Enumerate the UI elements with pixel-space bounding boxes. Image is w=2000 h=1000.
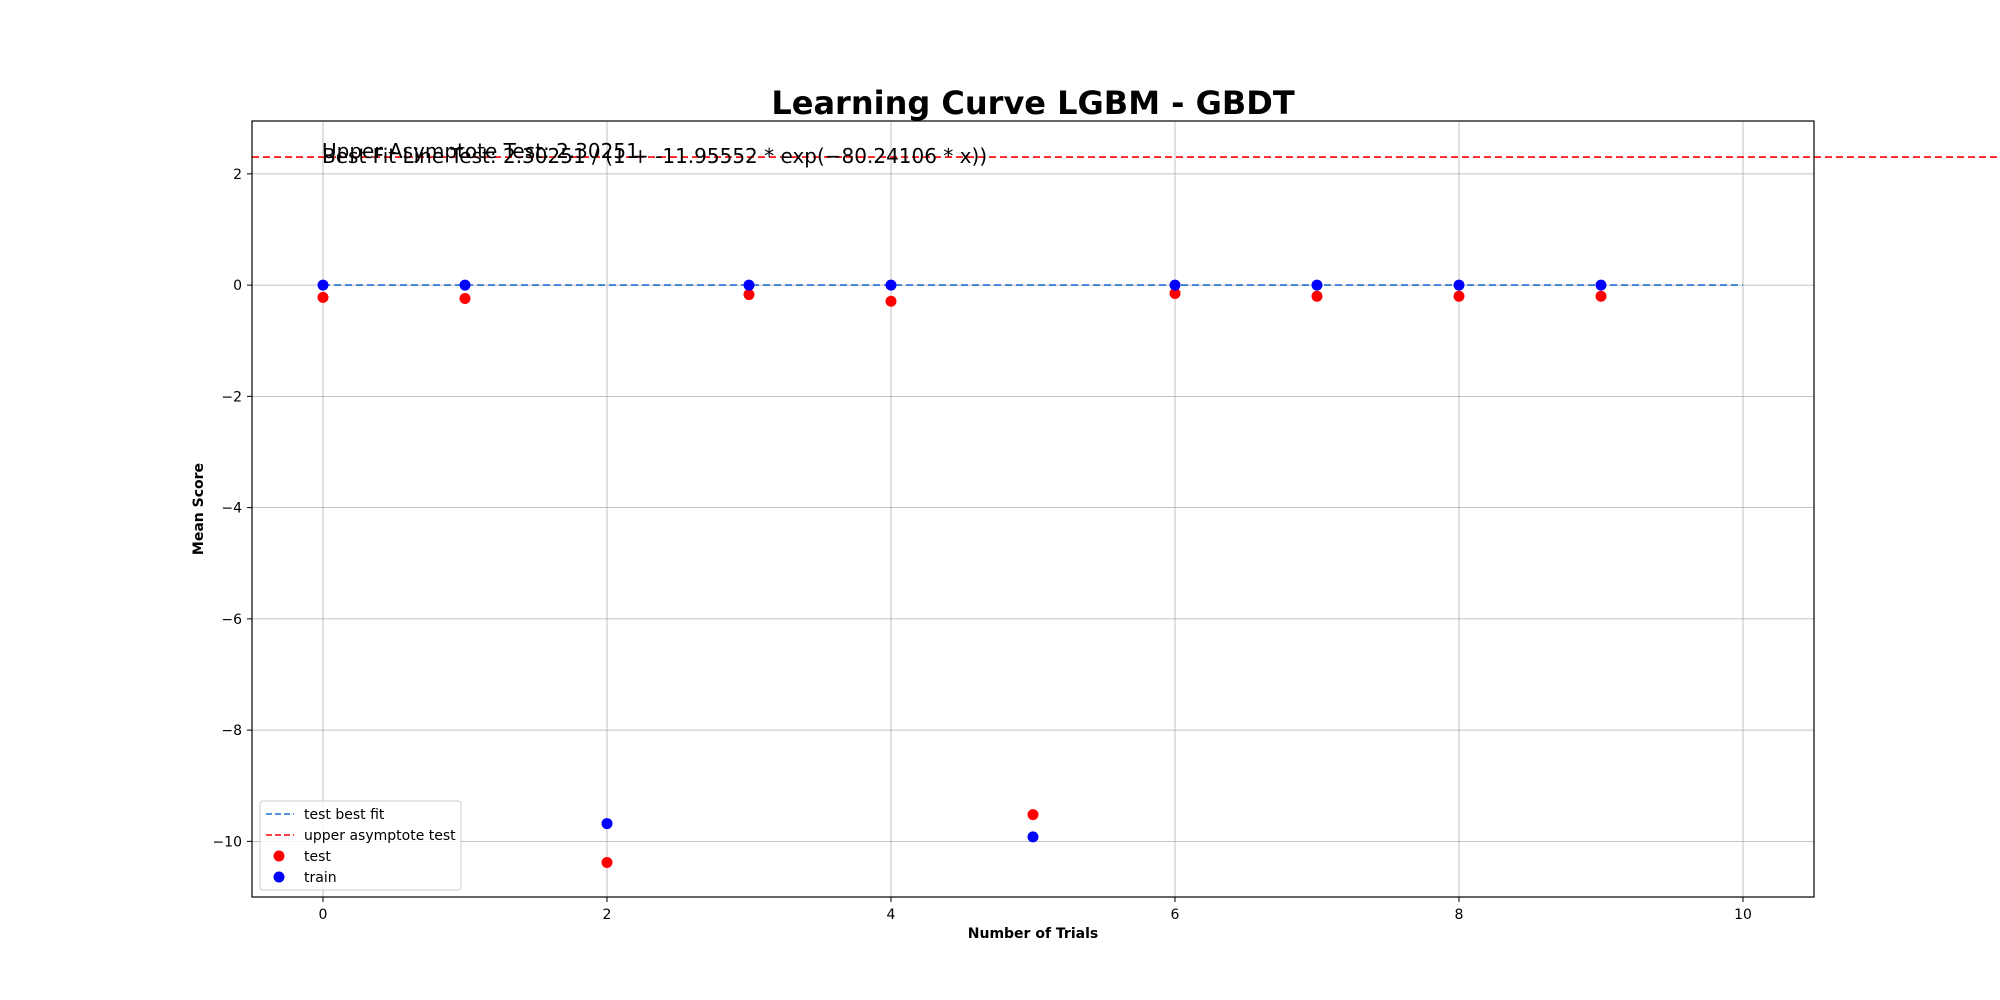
axis-ticks: 0 2 4 6 8 10 2 0 −2 −4 −6 −8 −10 [212, 167, 1751, 923]
point-train [1311, 279, 1323, 291]
y-tick-label: −6 [221, 612, 242, 628]
point-train [743, 279, 755, 291]
x-tick-label: 10 [1734, 907, 1752, 923]
y-tick-label: −10 [212, 834, 242, 850]
point-train [601, 818, 613, 830]
x-tick-label: 4 [887, 907, 896, 923]
x-axis-label: Number of Trials [968, 926, 1098, 942]
x-tick-label: 0 [319, 907, 328, 923]
y-tick-label: −4 [221, 501, 242, 517]
legend-label-test: test [304, 849, 331, 865]
point-test [459, 292, 471, 304]
point-train [459, 279, 471, 291]
point-test [1311, 290, 1323, 302]
point-train [1453, 279, 1465, 291]
point-test [317, 291, 329, 303]
legend-label-upper-asymptote-test: upper asymptote test [304, 828, 456, 844]
y-tick-label: 0 [233, 278, 242, 294]
y-tick-label: 2 [233, 167, 242, 183]
chart-title: Learning Curve LGBM - GBDT [771, 84, 1294, 122]
point-train [1595, 279, 1607, 291]
legend-swatch-test [273, 850, 285, 862]
grid [252, 121, 1814, 897]
x-tick-label: 2 [603, 907, 612, 923]
point-test [1453, 290, 1465, 302]
point-test [1169, 287, 1181, 299]
y-tick-label: −8 [221, 723, 242, 739]
legend-frame [259, 800, 462, 891]
x-tick-label: 8 [1455, 907, 1464, 923]
y-axis-label: Mean Score [191, 463, 207, 555]
legend-label-train: train [304, 870, 337, 886]
plot-frame [251, 120, 1815, 898]
annotation-best-fit: Best Fit Line Test: 2.30251 / (1 + -11.9… [322, 144, 987, 168]
legend-swatch-train [273, 871, 285, 883]
point-train [1027, 831, 1039, 843]
point-test [601, 857, 613, 869]
point-test [1027, 809, 1039, 821]
point-train [1169, 279, 1181, 291]
annotation-upper-asymptote: Upper Asymptote Test: 2.30251 [322, 139, 639, 163]
series-points [317, 279, 1607, 869]
point-test [885, 295, 897, 307]
y-tick-label: −2 [221, 389, 242, 405]
point-train [885, 279, 897, 291]
legend-label-test-best-fit: test best fit [304, 807, 385, 823]
series-lines [252, 156, 2000, 286]
point-test [1595, 290, 1607, 302]
point-train [317, 279, 329, 291]
x-tick-label: 6 [1171, 907, 1180, 923]
point-test [743, 289, 755, 301]
legend: test best fit upper asymptote test test … [259, 800, 462, 891]
